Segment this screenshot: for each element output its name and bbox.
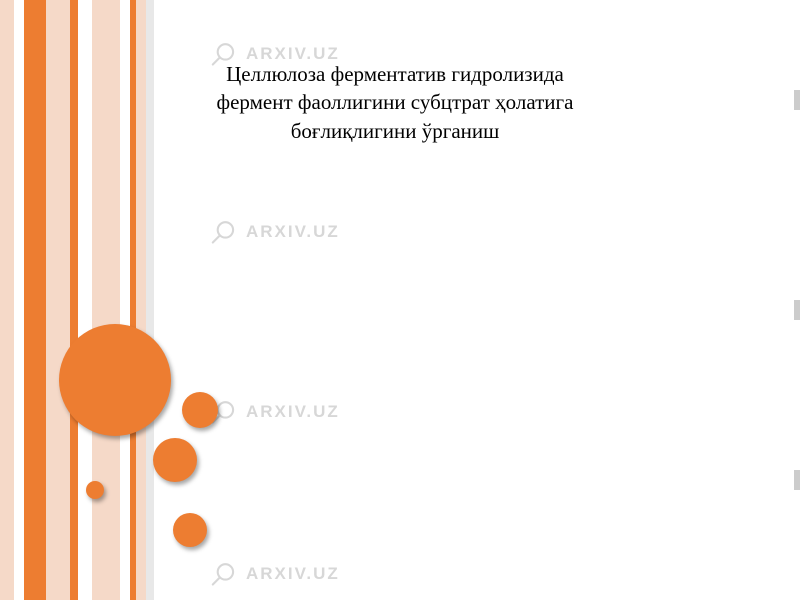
watermark-text: ARXIV.UZ	[246, 402, 340, 422]
decorative-stripe	[46, 0, 70, 600]
slide-container: ARXIV.UZARXIV.UZARXIV.UZARXIV.UZЦеллюлоз…	[0, 0, 800, 600]
decorative-stripe	[78, 0, 92, 600]
decorative-stripe	[70, 0, 78, 600]
decorative-circle	[182, 392, 218, 428]
magnifier-icon	[210, 560, 238, 588]
decorative-circle	[59, 324, 171, 436]
decorative-stripe	[146, 0, 154, 600]
watermark: ARXIV.UZ	[210, 398, 340, 426]
decorative-stripe	[0, 0, 14, 600]
title-line: боғлиқлигини ўрганиш	[160, 117, 630, 145]
decorative-circle	[173, 513, 207, 547]
right-accent	[794, 300, 800, 320]
decorative-stripe	[92, 0, 120, 600]
watermark-text: ARXIV.UZ	[246, 222, 340, 242]
watermark: ARXIV.UZ	[210, 218, 340, 246]
title-line: фермент фаоллигини субцтрат ҳолатига	[160, 88, 630, 116]
magnifier-icon	[210, 218, 238, 246]
title-line: Целлюлоза ферментатив гидролизида	[160, 60, 630, 88]
decorative-stripe	[24, 0, 46, 600]
right-accent	[794, 90, 800, 110]
watermark-text: ARXIV.UZ	[246, 564, 340, 584]
decorative-circle	[86, 481, 104, 499]
slide-title: Целлюлоза ферментатив гидролизидафермент…	[160, 60, 630, 145]
decorative-stripe	[136, 0, 146, 600]
right-accent	[794, 470, 800, 490]
watermark: ARXIV.UZ	[210, 560, 340, 588]
decorative-stripe	[14, 0, 24, 600]
decorative-stripe	[120, 0, 130, 600]
decorative-circle	[153, 438, 197, 482]
